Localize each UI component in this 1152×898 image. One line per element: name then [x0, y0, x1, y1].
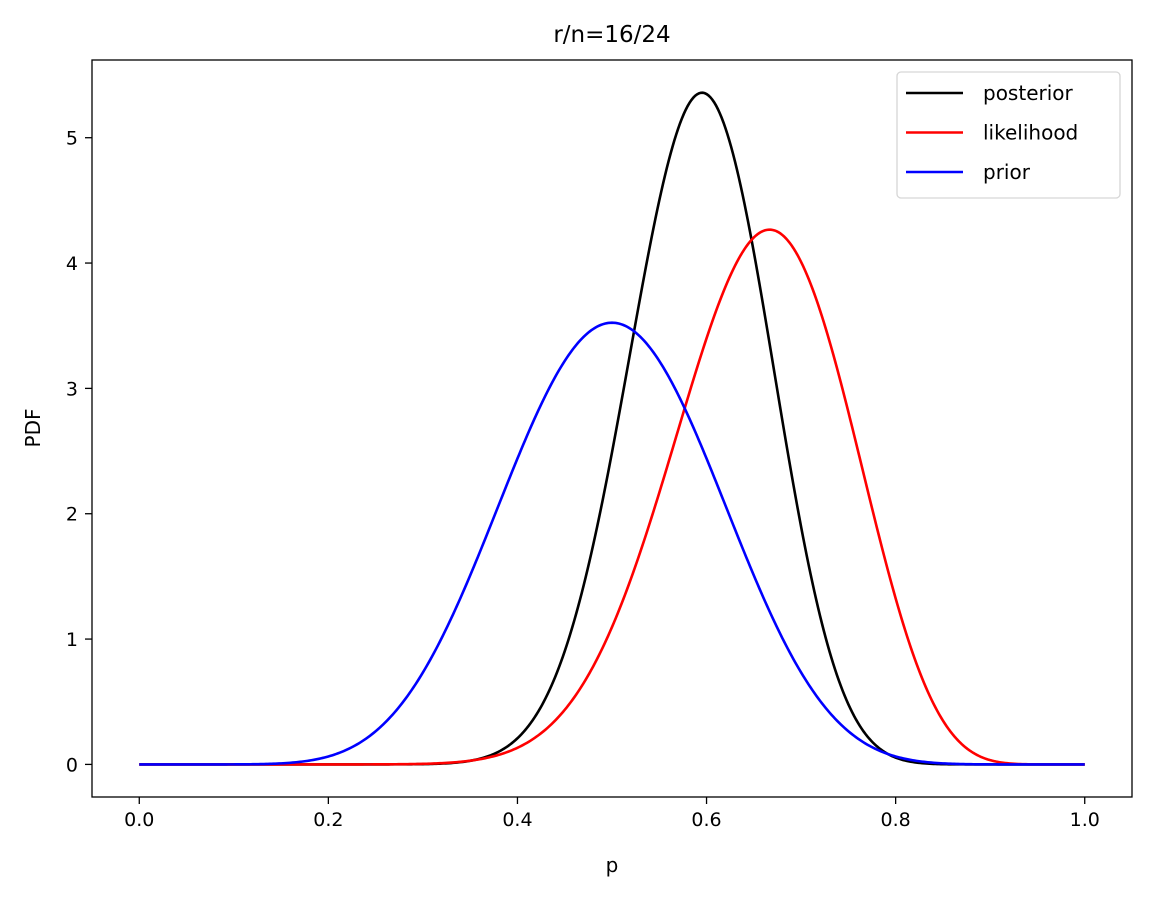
legend-box [896, 71, 1121, 199]
legend-label-prior: prior [983, 160, 1031, 184]
y-tick-label: 3 [66, 378, 78, 400]
y-tick-label: 2 [66, 504, 78, 526]
y-tick-label: 1 [66, 629, 78, 651]
x-tick-label: 0.4 [502, 809, 532, 831]
curves [139, 91, 1085, 766]
x-axis-label: p [606, 853, 619, 877]
series-line-prior [139, 321, 1085, 766]
y-tick-label: 0 [66, 754, 78, 776]
y-axis-label: PDF [21, 409, 45, 448]
x-tick-label: 1.0 [1070, 809, 1100, 831]
chart-title: r/n=16/24 [553, 22, 670, 48]
y-tick-label: 5 [66, 128, 78, 150]
axes-frame [91, 59, 1133, 798]
x-tick-label: 0.6 [691, 809, 721, 831]
legend: posterior likelihood prior [896, 71, 1121, 199]
x-tick-label: 0.8 [881, 809, 911, 831]
legend-label-likelihood: likelihood [983, 121, 1078, 145]
y-tick-label: 4 [66, 253, 78, 275]
y-axis: 0 1 2 3 4 5 [66, 128, 92, 776]
legend-label-posterior: posterior [983, 81, 1074, 105]
x-tick-label: 0.0 [124, 809, 154, 831]
x-axis: 0.0 0.2 0.4 0.6 0.8 1.0 [124, 797, 1100, 831]
series-line-likelihood [139, 228, 1085, 766]
x-tick-label: 0.2 [313, 809, 343, 831]
